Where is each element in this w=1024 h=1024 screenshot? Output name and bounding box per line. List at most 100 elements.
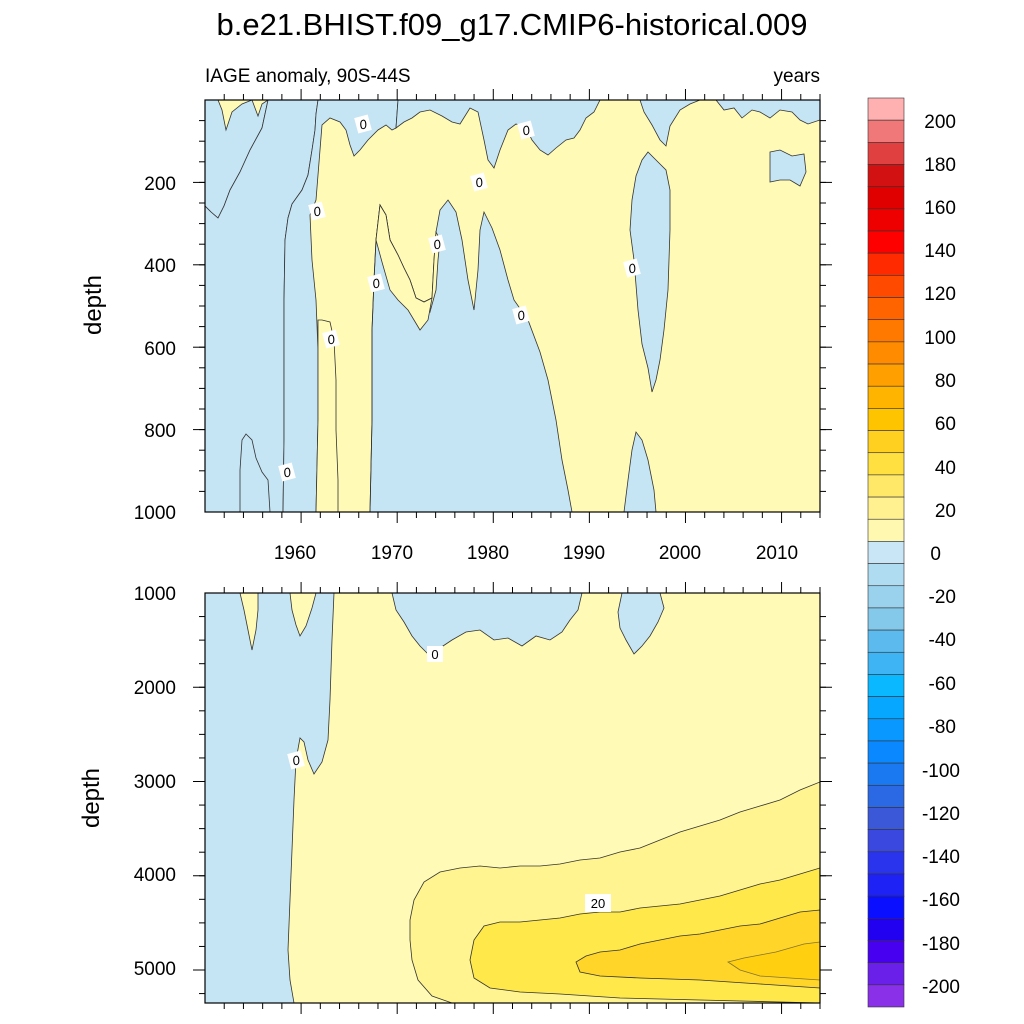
contour-label: 0: [627, 260, 639, 277]
colorbar-box: [867, 762, 905, 786]
colorbar-label: 40: [935, 458, 956, 479]
colorbar-boxes: [867, 97, 905, 1008]
colorbar-label: 0: [930, 544, 941, 565]
colorbar-label: 60: [935, 414, 956, 435]
x-tick-label: 2000: [659, 543, 701, 564]
colorbar-label: -200: [922, 977, 960, 998]
contour-label: 0: [326, 331, 338, 348]
colorbar-box: [867, 607, 905, 631]
upper-negative-region-right-deep: [623, 431, 657, 512]
colorbar-box: [867, 363, 905, 387]
colorbar-box: [867, 496, 905, 520]
colorbar-box: [867, 851, 905, 875]
colorbar-box: [867, 807, 905, 830]
upper-y-tick-label: 1000: [134, 503, 176, 524]
colorbar-label: 200: [924, 112, 956, 133]
contour-label: 0: [312, 203, 324, 220]
colorbar-box: [867, 452, 905, 476]
colorbar-box: [867, 918, 905, 941]
colorbar-label: -60: [929, 674, 956, 695]
colorbar-box: [867, 984, 905, 1008]
x-tick-label: 1960: [274, 543, 316, 564]
colorbar-box: [867, 385, 905, 409]
contour-label: 0: [282, 464, 294, 481]
upper-right-label: years: [774, 66, 820, 87]
colorbar-label: -20: [929, 587, 956, 608]
colorbar-box: [867, 940, 905, 963]
colorbar-box: [867, 541, 905, 564]
colorbar-label: 180: [924, 155, 956, 176]
upper-y-tick-label: 200: [144, 174, 176, 195]
colorbar-labels: 200 180 160 140 120 100 80 60 40 20 0 -2…: [922, 112, 960, 998]
colorbar-label: -140: [922, 847, 960, 868]
x-tick-label: 1980: [467, 543, 509, 564]
x-tick-label: 2010: [756, 543, 798, 564]
upper-left-label: IAGE anomaly, 90S-44S: [205, 66, 411, 87]
contour-label: 0: [474, 174, 486, 191]
colorbar-box: [867, 829, 905, 853]
colorbar-box: [867, 563, 905, 587]
lower-positive-band-40: [727, 941, 820, 981]
colorbar-box: [867, 740, 905, 764]
upper-negative-top-3: [715, 100, 820, 125]
colorbar-box: [867, 651, 905, 675]
lower-y-tick-label: 5000: [134, 959, 176, 980]
lower-y-tick-label: 2000: [134, 678, 176, 699]
contour-label: 0: [371, 275, 383, 292]
colorbar-box: [867, 696, 905, 720]
colorbar-label: -80: [929, 717, 956, 738]
lower-panel: 0 0 20 1000 2000 3000 4000 5000 depth: [78, 582, 832, 1014]
contour-label: 20: [591, 896, 605, 911]
x-tick-label: 1990: [563, 543, 605, 564]
colorbar-box: [867, 252, 905, 276]
colorbar-box: [867, 873, 905, 897]
upper-ticks: [193, 89, 832, 523]
upper-positive-tongue-2: [369, 203, 433, 512]
lower-negative-region-center: [391, 593, 583, 657]
upper-y-tick-label: 600: [144, 339, 176, 360]
lower-y-tick-label: 3000: [134, 772, 176, 793]
colorbar-box: [867, 629, 905, 653]
lower-negative-region-right: [617, 593, 665, 655]
colorbar-box: [867, 97, 905, 121]
upper-contour-labels: 0 0 0 0 0 0 0 0 0 0: [278, 114, 641, 482]
upper-negative-bottom-left: [239, 433, 271, 512]
colorbar-label: 100: [924, 328, 956, 349]
colorbar-box: [867, 962, 905, 986]
contour-label: 0: [358, 116, 370, 133]
contour-label: 0: [516, 307, 528, 324]
figure-title: b.e21.BHIST.f09_g17.CMIP6-historical.009: [216, 7, 807, 42]
colorbar-label: 20: [935, 501, 956, 522]
colorbar-label: 80: [935, 371, 956, 392]
colorbar-box: [867, 275, 905, 298]
x-tick-label: 1970: [371, 543, 413, 564]
upper-negative-top-1: [395, 100, 601, 169]
colorbar-label: -40: [929, 630, 956, 651]
colorbar-box: [867, 474, 905, 498]
upper-negative-region-col3: [315, 319, 339, 512]
colorbar-box: [867, 119, 905, 143]
colorbar-box: [867, 164, 905, 187]
colorbar-box: [867, 186, 905, 210]
colorbar-box: [867, 784, 905, 808]
colorbar-box: [867, 718, 905, 742]
upper-y-tick-label: 800: [144, 421, 176, 442]
colorbar-box: [867, 319, 905, 343]
upper-y-tick-label: 400: [144, 256, 176, 277]
colorbar-label: -120: [922, 804, 960, 825]
colorbar-label: 120: [924, 284, 956, 305]
lower-y-axis-label: depth: [78, 768, 105, 828]
lower-contour-labels: 0 0 20: [287, 646, 611, 912]
colorbar-label: 140: [924, 241, 956, 262]
colorbar-box: [867, 230, 905, 254]
colorbar-box: [867, 518, 905, 542]
contour-label: 0: [291, 752, 303, 769]
contour-label: 0: [431, 647, 438, 662]
lower-negative-region-left: [205, 593, 335, 1003]
colorbar-box: [867, 208, 905, 232]
colorbar-box: [867, 408, 905, 431]
colorbar-box: [867, 142, 905, 165]
colorbar-label: -100: [922, 761, 960, 782]
contour-label: 0: [521, 122, 533, 139]
colorbar-box: [867, 297, 905, 321]
